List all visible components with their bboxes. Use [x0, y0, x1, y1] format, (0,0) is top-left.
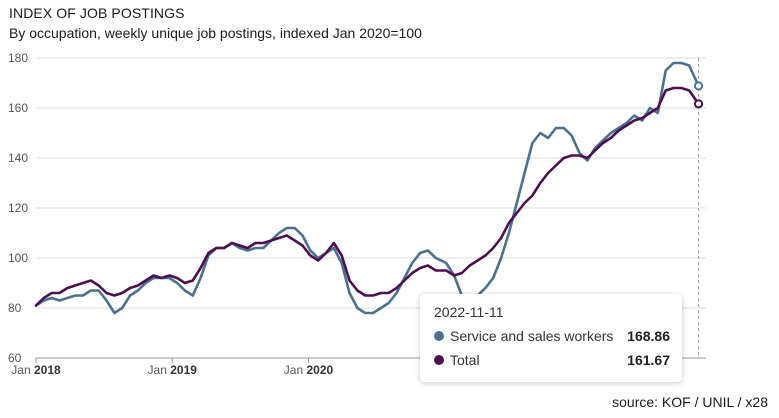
x-tick-month: Jan [284, 363, 307, 377]
y-tick-label: 160 [8, 101, 28, 115]
legend-dot-service-icon [434, 331, 444, 341]
source-note: source: KOF / UNIL / x28 [612, 394, 768, 410]
hover-point-service-sales [693, 81, 704, 91]
tooltip-date: 2022-11-11 [434, 304, 504, 320]
x-tick-month: Jan [11, 363, 34, 377]
chart-title: INDEX OF JOB POSTINGS [9, 5, 185, 21]
y-tick-label: 100 [8, 251, 28, 265]
series-line-service-sales [34, 61, 700, 315]
tooltip-series-value: 161.67 [627, 352, 670, 368]
x-tick-label: Jan 2019 [148, 363, 198, 377]
x-tick-year: 2019 [170, 363, 197, 377]
y-tick-label: 60 [8, 351, 22, 365]
x-tick-year: 2020 [306, 363, 333, 377]
hover-tooltip: 2022-11-11 Service and sales workers 168… [420, 294, 682, 382]
hover-point-total [693, 99, 704, 109]
y-tick-label: 80 [8, 301, 22, 315]
y-tick-label: 180 [8, 51, 28, 65]
y-tick-label: 140 [8, 151, 28, 165]
tooltip-row-total: Total 161.67 [434, 352, 670, 368]
series-lines [34, 61, 700, 315]
x-tick-year: 2018 [34, 363, 61, 377]
hover-markers [693, 81, 704, 109]
tooltip-row-service: Service and sales workers 168.86 [434, 328, 670, 344]
series-line-total [34, 86, 700, 307]
y-tick-label: 120 [8, 201, 28, 215]
x-tick-label: Jan 2020 [284, 363, 334, 377]
x-tick-label: Jan 2018 [11, 363, 61, 377]
gridlines [36, 57, 706, 309]
legend-dot-total-icon [434, 355, 444, 365]
tooltip-series-value: 168.86 [627, 328, 670, 344]
x-tick-month: Jan [148, 363, 171, 377]
tooltip-series-name: Service and sales workers [450, 328, 614, 344]
tooltip-series-name: Total [450, 352, 480, 368]
chart-subtitle: By occupation, weekly unique job posting… [9, 25, 422, 41]
